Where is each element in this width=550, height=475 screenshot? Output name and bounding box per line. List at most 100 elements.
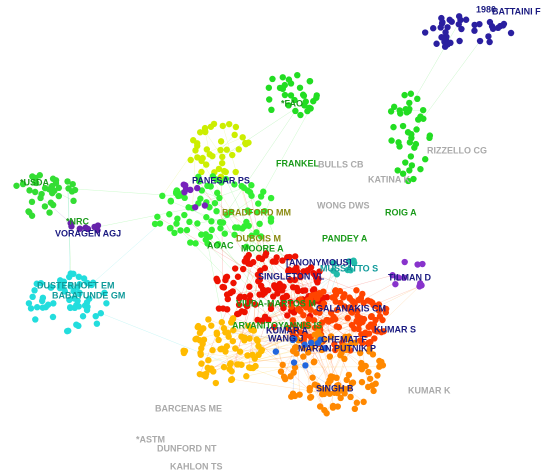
node: [215, 165, 223, 173]
node: [246, 292, 254, 299]
node: [374, 328, 381, 335]
node: [194, 220, 201, 227]
node: [228, 368, 235, 375]
node-label: PANDEY A: [322, 233, 368, 243]
node: [194, 142, 201, 150]
node: [500, 20, 508, 28]
node: [455, 13, 463, 20]
node: [180, 181, 187, 188]
node-label: *FAO: [281, 98, 303, 108]
node: [220, 363, 228, 371]
node: [309, 374, 316, 381]
node: [66, 296, 73, 304]
node: [243, 218, 250, 226]
node: [25, 300, 33, 307]
node: [272, 258, 279, 265]
node-label: *ASTM: [136, 434, 165, 444]
node: [343, 376, 350, 384]
node: [231, 231, 238, 238]
node: [79, 313, 87, 320]
node: [288, 303, 295, 310]
node-label: MOORE A: [241, 243, 284, 253]
node: [305, 316, 312, 323]
node: [56, 277, 64, 284]
node: [396, 143, 403, 150]
edge: [327, 320, 334, 378]
node: [194, 154, 201, 161]
node: [213, 331, 221, 338]
node: [301, 102, 308, 109]
node: [218, 319, 226, 326]
node-label: AOAC: [207, 240, 234, 250]
node: [353, 399, 361, 406]
node: [371, 335, 378, 342]
node: [408, 162, 416, 169]
node-label: KAHLON TS: [170, 461, 223, 471]
node: [75, 273, 83, 281]
edge: [100, 312, 231, 365]
node: [202, 236, 209, 243]
node: [401, 91, 408, 99]
node: [191, 204, 199, 211]
node: [230, 326, 237, 334]
node: [307, 394, 314, 401]
node: [268, 106, 275, 114]
node-label: DUNFORD NT: [157, 443, 217, 453]
node: [294, 71, 301, 79]
node-label: BATTAINI F: [492, 6, 541, 16]
node: [366, 375, 374, 382]
node: [252, 362, 259, 370]
node: [223, 146, 230, 153]
node: [209, 347, 216, 354]
node: [227, 360, 234, 367]
node: [354, 307, 361, 314]
edge: [314, 310, 380, 335]
node: [31, 287, 38, 294]
node-label: KATINA K: [368, 174, 410, 184]
node: [370, 321, 378, 328]
node: [433, 40, 440, 47]
node: [279, 74, 286, 81]
node: [173, 220, 180, 227]
node: [334, 389, 341, 397]
node: [171, 229, 178, 237]
node: [414, 95, 421, 103]
node: [67, 282, 74, 290]
node: [186, 218, 193, 226]
node: [216, 218, 224, 226]
node: [180, 349, 188, 357]
node: [375, 307, 383, 314]
node: [82, 224, 89, 231]
node: [315, 328, 322, 336]
node: [241, 308, 248, 316]
node: [291, 344, 299, 351]
node: [389, 272, 396, 279]
node: [306, 77, 314, 85]
node: [374, 372, 381, 379]
node: [284, 312, 291, 319]
node: [208, 226, 215, 234]
node: [365, 340, 372, 348]
node: [348, 309, 356, 316]
node: [336, 344, 343, 351]
node: [334, 403, 341, 410]
node: [507, 29, 515, 37]
node: [217, 138, 225, 145]
node: [257, 193, 265, 200]
edge: [54, 190, 74, 202]
node: [262, 252, 269, 259]
node: [274, 290, 281, 297]
edge: [162, 145, 198, 197]
node: [245, 322, 252, 330]
edge: [87, 207, 193, 230]
node: [326, 376, 333, 384]
node: [297, 273, 304, 281]
node: [270, 323, 278, 331]
node: [323, 386, 330, 393]
node: [287, 92, 295, 99]
node: [382, 305, 390, 313]
node: [249, 351, 256, 359]
node: [244, 187, 251, 194]
node: [225, 120, 233, 128]
